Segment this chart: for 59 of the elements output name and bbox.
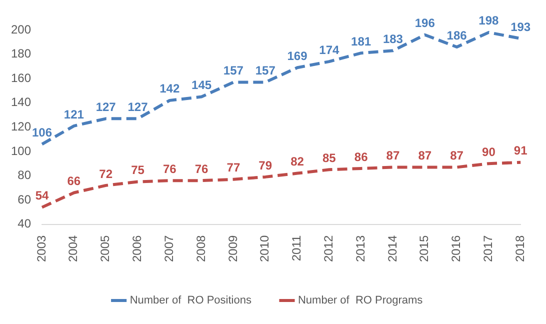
data-label: 87 [450, 148, 464, 163]
data-label: 54 [35, 188, 50, 203]
x-tick-label: 2016 [449, 234, 464, 262]
y-tick-label: 100 [10, 144, 32, 158]
data-label: 127 [96, 100, 116, 114]
data-label: 157 [255, 64, 276, 78]
x-tick-label: 2018 [512, 234, 527, 262]
x-tick-label: 2011 [290, 234, 304, 262]
legend-label: Number of RO Positions [130, 294, 252, 307]
data-label: 121 [64, 107, 84, 122]
data-label: 72 [99, 166, 113, 181]
data-label: 77 [226, 160, 240, 175]
y-tick-label: 140 [10, 95, 32, 110]
x-tick-label: 2015 [417, 234, 432, 262]
data-label: 66 [67, 174, 81, 188]
data-label: 87 [386, 148, 400, 163]
y-tick-label: 40 [18, 216, 32, 231]
data-label: 193 [510, 20, 531, 34]
y-tick-label: 60 [18, 192, 32, 206]
y-tick-label: 200 [10, 22, 32, 36]
data-label: 142 [160, 82, 180, 96]
x-tick-label: 2006 [130, 234, 144, 262]
x-tick-label: 2009 [226, 234, 240, 262]
data-label: 198 [478, 14, 500, 28]
x-tick-label: 2012 [321, 234, 336, 262]
data-label: 145 [192, 78, 212, 92]
data-label: 91 [514, 144, 528, 158]
x-tick-label: 2004 [66, 234, 80, 262]
x-tick-label: 2010 [258, 234, 272, 262]
x-tick-label: 2007 [162, 234, 176, 262]
data-label: 127 [128, 100, 148, 114]
x-tick-label: 2013 [353, 234, 368, 262]
data-label: 174 [319, 42, 340, 57]
data-label: 85 [322, 150, 336, 165]
data-label: 79 [258, 158, 272, 172]
data-label: 75 [131, 163, 145, 178]
data-label: 86 [354, 150, 368, 164]
data-label: 186 [446, 28, 468, 42]
data-label: 106 [32, 125, 52, 140]
x-tick-label: 2008 [194, 234, 208, 262]
data-label: 183 [382, 32, 404, 46]
x-tick-label: 2017 [481, 234, 496, 262]
x-tick-label: 2014 [385, 234, 400, 262]
data-label: 157 [223, 64, 244, 78]
data-label: 82 [290, 154, 304, 169]
y-tick-label: 120 [10, 119, 32, 134]
data-label: 76 [194, 162, 209, 176]
x-tick-label: 2005 [98, 234, 112, 262]
y-tick-label: 80 [18, 168, 32, 182]
data-label: 87 [418, 148, 432, 163]
legend-label: Number of RO Programs [298, 294, 424, 307]
data-label: 76 [162, 162, 177, 176]
data-label: 169 [287, 48, 308, 63]
y-tick-label: 160 [10, 70, 32, 85]
data-label: 196 [414, 16, 436, 30]
data-label: 181 [351, 34, 372, 48]
data-label: 90 [482, 144, 496, 159]
x-tick-label: 2003 [34, 234, 48, 262]
y-tick-label: 180 [10, 46, 32, 61]
